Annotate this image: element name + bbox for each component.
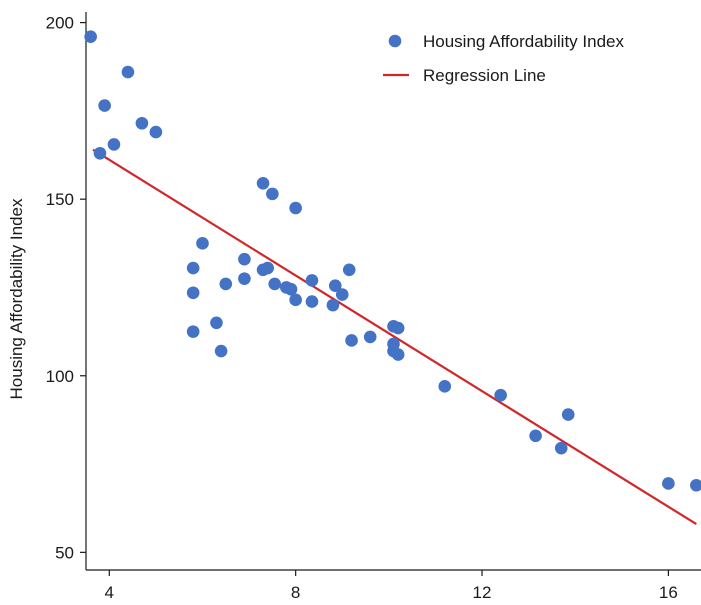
data-point-44 bbox=[662, 477, 675, 490]
data-point-23 bbox=[284, 282, 298, 296]
data-point-31 bbox=[342, 263, 356, 277]
data-point-39 bbox=[438, 380, 452, 393]
data-point-42 bbox=[554, 441, 568, 455]
data-point-9 bbox=[186, 286, 200, 300]
data-point-16 bbox=[238, 272, 251, 285]
data-point-18 bbox=[261, 261, 275, 275]
data-point-45 bbox=[690, 478, 701, 492]
ticks: 50 100 150 200 4 8 12 16 bbox=[46, 14, 678, 602]
x-tick-label-8: 8 bbox=[291, 583, 300, 602]
legend-label-regression: Regression Line bbox=[423, 66, 546, 85]
legend-marker-scatter bbox=[388, 34, 402, 48]
data-point-13 bbox=[214, 344, 228, 358]
y-tick-label-200: 200 bbox=[46, 14, 74, 33]
data-point-41 bbox=[529, 429, 542, 443]
data-point-32 bbox=[345, 334, 358, 347]
data-point-2 bbox=[93, 146, 107, 160]
data-point-14 bbox=[219, 277, 233, 291]
data-point-7 bbox=[149, 125, 163, 139]
regression-line-group bbox=[92, 148, 697, 526]
data-point-19 bbox=[256, 176, 270, 190]
data-point-38 bbox=[391, 348, 405, 361]
data-point-4 bbox=[107, 138, 121, 151]
data-point-26 bbox=[305, 274, 319, 287]
data-point-37 bbox=[391, 321, 405, 335]
y-tick-label-150: 150 bbox=[46, 190, 74, 209]
data-point-6 bbox=[135, 116, 149, 130]
data-point-1 bbox=[84, 30, 97, 44]
legend-label-scatter: Housing Affordability Index bbox=[423, 32, 624, 51]
axes bbox=[85, 12, 701, 571]
data-point-27 bbox=[305, 295, 319, 308]
data-point-29 bbox=[328, 279, 342, 293]
data-points bbox=[84, 30, 701, 492]
data-point-40 bbox=[494, 388, 507, 402]
data-point-3 bbox=[98, 99, 111, 112]
x-tick-label-12: 12 bbox=[473, 583, 492, 602]
data-point-25 bbox=[289, 201, 302, 215]
data-point-24 bbox=[289, 293, 302, 307]
data-point-10 bbox=[186, 325, 200, 338]
data-point-43 bbox=[561, 408, 575, 421]
data-point-5 bbox=[121, 65, 135, 79]
data-point-33 bbox=[363, 330, 377, 344]
y-tick-label-50: 50 bbox=[55, 543, 74, 562]
data-point-12 bbox=[210, 316, 223, 330]
data-point-15 bbox=[238, 252, 251, 266]
x-tick-label-16: 16 bbox=[659, 583, 678, 602]
regression-line bbox=[92, 148, 697, 526]
y-axis-title: Housing Affordability Index bbox=[7, 198, 26, 399]
data-point-21 bbox=[268, 277, 281, 291]
data-point-30 bbox=[335, 288, 349, 301]
x-tick-label-4: 4 bbox=[105, 583, 114, 602]
y-tick-label-100: 100 bbox=[46, 367, 74, 386]
data-point-28 bbox=[326, 298, 340, 312]
legend: Housing Affordability Index Regression Li… bbox=[383, 32, 624, 85]
data-point-11 bbox=[196, 237, 209, 250]
data-point-20 bbox=[266, 187, 279, 201]
data-point-8 bbox=[186, 261, 200, 275]
